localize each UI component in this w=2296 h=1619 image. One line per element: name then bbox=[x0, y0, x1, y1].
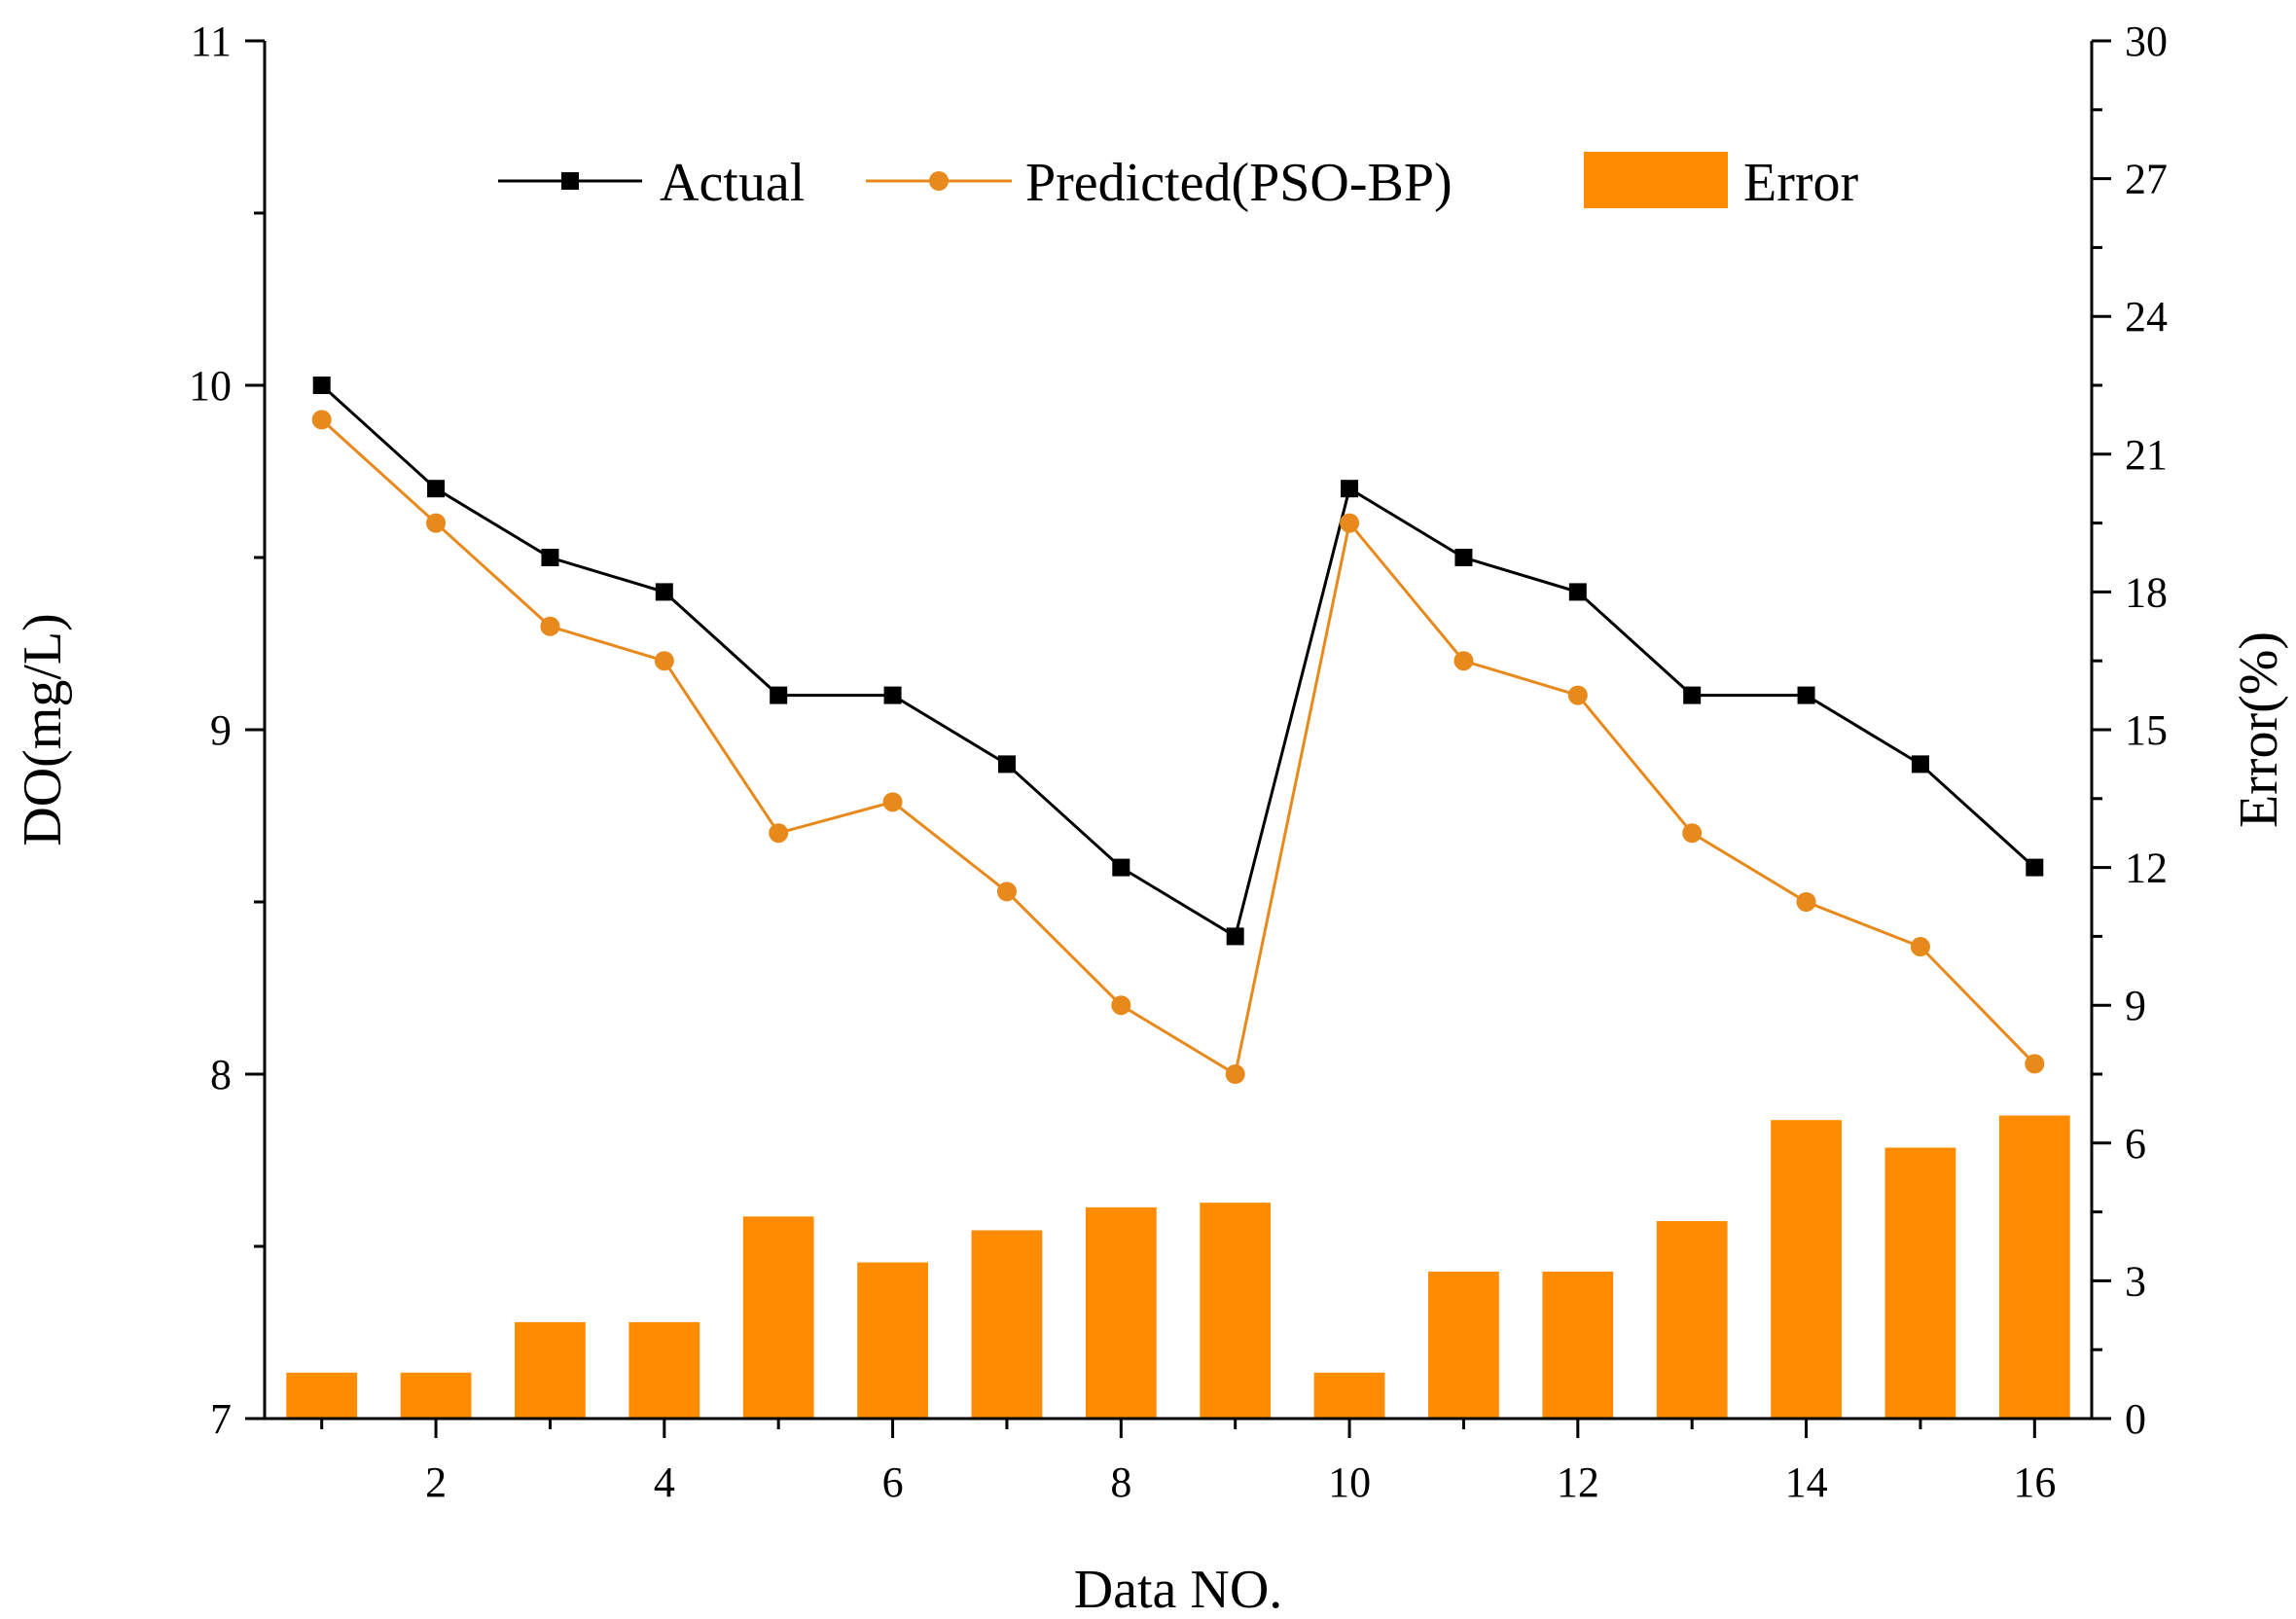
legend-label-error: Error bbox=[1743, 153, 1859, 213]
predicted-pso-bp-point bbox=[1682, 823, 1703, 844]
legend-marker-predicted-pso-bp bbox=[929, 171, 949, 191]
error-bar bbox=[1085, 1206, 1157, 1419]
actual-point bbox=[541, 549, 559, 566]
x-tick-label: 10 bbox=[1328, 1458, 1371, 1506]
predicted-pso-bp-point bbox=[882, 792, 903, 812]
predicted-pso-bp-point bbox=[1796, 892, 1816, 912]
actual-point bbox=[1683, 686, 1702, 704]
line-series bbox=[311, 377, 2045, 1084]
error-bars bbox=[286, 1115, 2070, 1419]
x-tick-label: 4 bbox=[654, 1458, 675, 1506]
actual-point bbox=[1568, 583, 1587, 601]
legend-label-actual: Actual bbox=[660, 153, 805, 213]
error-bar bbox=[857, 1262, 928, 1419]
error-bar bbox=[1771, 1120, 1842, 1419]
x-tick-label: 2 bbox=[425, 1458, 447, 1506]
actual-point bbox=[2026, 858, 2044, 877]
x-tick-label: 16 bbox=[2013, 1458, 2056, 1506]
y-right-tick-label: 15 bbox=[2125, 706, 2168, 754]
y-left-tick-label: 10 bbox=[189, 362, 232, 410]
actual-point bbox=[1341, 480, 1359, 498]
y-left-tick-label: 7 bbox=[210, 1395, 232, 1443]
error-bar bbox=[628, 1321, 700, 1419]
predicted-pso-bp-point bbox=[654, 651, 674, 671]
error-bar bbox=[1656, 1221, 1728, 1419]
predicted-pso-bp-point bbox=[1340, 513, 1360, 533]
actual-point bbox=[1911, 755, 1929, 774]
y-right-tick-label: 18 bbox=[2125, 568, 2168, 616]
actual-point bbox=[427, 480, 446, 498]
error-bar bbox=[1200, 1203, 1272, 1419]
predicted-pso-bp-point bbox=[311, 410, 332, 430]
y-right-tick-label: 21 bbox=[2125, 431, 2168, 479]
y-left-tick-label: 11 bbox=[191, 18, 232, 65]
x-axis-title: Data NO. bbox=[1074, 1560, 1283, 1619]
predicted-pso-bp-point bbox=[996, 881, 1017, 902]
actual-point bbox=[312, 377, 331, 394]
predicted-pso-bp-point bbox=[1910, 937, 1930, 957]
predicted-pso-bp-line bbox=[320, 418, 2036, 1077]
actual-point bbox=[1226, 927, 1244, 946]
predicted-pso-bp-point bbox=[769, 823, 789, 844]
error-bar bbox=[286, 1372, 358, 1419]
actual-point bbox=[883, 686, 902, 704]
predicted-pso-bp-point bbox=[1453, 651, 1474, 671]
error-bar bbox=[1884, 1147, 1956, 1419]
error-bar bbox=[1428, 1271, 1499, 1419]
right-y-axis-title: Error(%) bbox=[2229, 631, 2289, 828]
axis-titles: Data NO. DO(mg/L) Error(%) bbox=[13, 613, 2289, 1619]
predicted-pso-bp-point bbox=[1111, 995, 1131, 1016]
left-y-axis-title: DO(mg/L) bbox=[13, 613, 73, 846]
predicted-pso-bp-point bbox=[1225, 1064, 1245, 1084]
x-tick-label: 14 bbox=[1785, 1458, 1828, 1506]
y-right-tick-label: 24 bbox=[2125, 293, 2168, 341]
actual-point bbox=[770, 686, 788, 704]
error-bar bbox=[1542, 1271, 1614, 1419]
x-tick-label: 8 bbox=[1110, 1458, 1131, 1506]
y-right-tick-label: 3 bbox=[2125, 1257, 2146, 1305]
error-bar bbox=[1313, 1372, 1385, 1419]
error-bar bbox=[971, 1230, 1043, 1419]
actual-point bbox=[1797, 686, 1815, 704]
y-right-tick-label: 12 bbox=[2125, 845, 2168, 892]
predicted-pso-bp-point bbox=[2025, 1054, 2045, 1074]
y-left-tick-label: 9 bbox=[210, 706, 232, 754]
actual-point bbox=[1112, 858, 1130, 877]
y-right-tick-label: 0 bbox=[2125, 1395, 2146, 1443]
legend-swatch-error bbox=[1584, 152, 1728, 208]
predicted-pso-bp-point bbox=[426, 513, 447, 533]
actual-point bbox=[655, 583, 673, 601]
legend-label-predicted-pso-bp: Predicted(PSO-BP) bbox=[1025, 153, 1453, 213]
legend: Actual Predicted(PSO-BP) Error bbox=[498, 152, 1859, 213]
x-tick-label: 12 bbox=[1557, 1458, 1599, 1506]
y-right-tick-label: 27 bbox=[2125, 156, 2168, 203]
predicted-pso-bp-point bbox=[1567, 685, 1588, 705]
x-tick-label: 6 bbox=[882, 1458, 904, 1506]
error-bar bbox=[1998, 1115, 2070, 1419]
error-bar bbox=[515, 1321, 586, 1419]
y-right-tick-label: 6 bbox=[2125, 1120, 2146, 1168]
legend-marker-actual bbox=[561, 172, 579, 190]
error-bar bbox=[400, 1372, 472, 1419]
y-left-tick-label: 8 bbox=[210, 1051, 232, 1098]
actual-point bbox=[1454, 549, 1473, 566]
actual-line bbox=[320, 383, 2036, 939]
y-right-tick-label: 9 bbox=[2125, 982, 2146, 1029]
predicted-pso-bp-point bbox=[540, 616, 560, 636]
actual-point bbox=[997, 755, 1016, 774]
error-bar bbox=[742, 1216, 814, 1419]
y-right-tick-label: 30 bbox=[2125, 18, 2168, 65]
